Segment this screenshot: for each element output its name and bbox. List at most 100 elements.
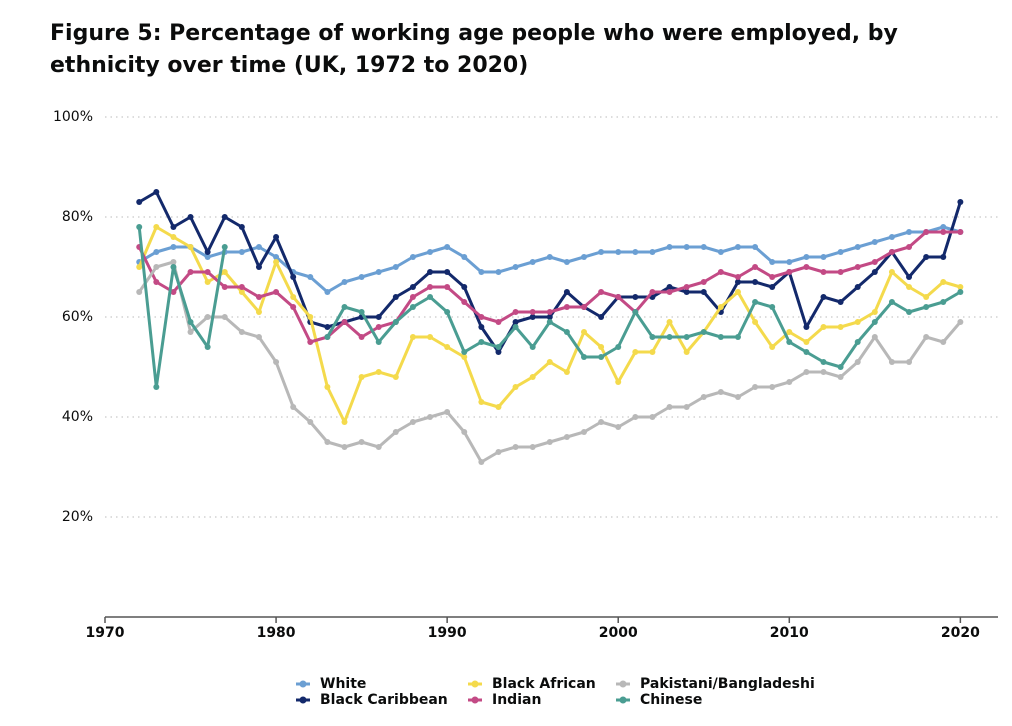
data-point	[187, 269, 194, 275]
data-point	[392, 319, 399, 325]
data-point	[734, 289, 741, 295]
data-point	[153, 249, 160, 255]
data-point	[598, 354, 605, 360]
y-tick-label: 40%	[62, 409, 93, 425]
data-point	[769, 274, 776, 280]
data-point	[683, 244, 690, 250]
data-point	[461, 254, 468, 260]
data-point	[871, 319, 878, 325]
data-point	[495, 404, 502, 410]
data-point	[581, 329, 588, 335]
data-point	[478, 459, 485, 465]
data-point	[632, 414, 639, 420]
data-point	[888, 299, 895, 305]
data-point	[940, 279, 947, 285]
data-point	[136, 289, 143, 295]
data-point	[734, 394, 741, 400]
data-point	[854, 284, 861, 290]
data-point	[581, 304, 588, 310]
data-point	[495, 269, 502, 275]
data-point	[820, 269, 827, 275]
data-point	[392, 429, 399, 435]
data-point	[255, 244, 262, 250]
data-point	[666, 404, 673, 410]
data-point	[529, 374, 536, 380]
data-point	[786, 269, 793, 275]
data-point	[734, 334, 741, 340]
data-point	[563, 329, 570, 335]
data-point	[906, 284, 913, 290]
data-point	[204, 314, 211, 320]
data-point	[290, 404, 297, 410]
data-point	[427, 414, 434, 420]
data-point	[375, 444, 382, 450]
data-point	[153, 224, 160, 230]
x-tick-label: 2010	[770, 625, 809, 641]
legend-dot	[619, 696, 627, 704]
data-point	[461, 349, 468, 355]
y-tick-label: 80%	[62, 209, 93, 225]
data-point	[837, 364, 844, 370]
data-point	[546, 319, 553, 325]
data-point	[871, 239, 878, 245]
data-point	[581, 354, 588, 360]
data-point	[307, 419, 314, 425]
data-point	[940, 299, 947, 305]
data-point	[717, 334, 724, 340]
data-point	[837, 249, 844, 255]
x-tick-label: 1980	[257, 625, 296, 641]
data-point	[666, 334, 673, 340]
data-point	[427, 269, 434, 275]
data-point	[392, 264, 399, 270]
data-point	[888, 249, 895, 255]
data-point	[546, 359, 553, 365]
data-point	[290, 274, 297, 280]
y-tick-label: 60%	[62, 309, 93, 325]
data-point	[529, 444, 536, 450]
data-point	[495, 319, 502, 325]
data-point	[820, 294, 827, 300]
legend-label: Black Caribbean	[320, 692, 448, 708]
data-point	[409, 304, 416, 310]
data-point	[187, 319, 194, 325]
data-point	[683, 334, 690, 340]
data-point	[546, 254, 553, 260]
data-point	[273, 289, 280, 295]
legend-dot	[299, 696, 307, 704]
data-point	[871, 309, 878, 315]
x-tick-label: 2000	[599, 625, 638, 641]
data-point	[290, 304, 297, 310]
data-point	[615, 294, 622, 300]
data-point	[820, 254, 827, 260]
data-point	[170, 264, 177, 270]
data-point	[478, 339, 485, 345]
data-point	[940, 339, 947, 345]
data-point	[324, 324, 331, 330]
data-point	[923, 254, 930, 260]
data-point	[427, 334, 434, 340]
data-point	[495, 344, 502, 350]
data-point	[734, 244, 741, 250]
data-point	[906, 244, 913, 250]
data-point	[307, 314, 314, 320]
data-point	[444, 244, 451, 250]
data-point	[717, 269, 724, 275]
data-point	[871, 269, 878, 275]
data-point	[888, 234, 895, 240]
data-point	[803, 254, 810, 260]
legend-label: Indian	[492, 692, 541, 708]
data-point	[906, 229, 913, 235]
data-point	[786, 329, 793, 335]
data-point	[837, 299, 844, 305]
data-point	[255, 334, 262, 340]
data-point	[803, 324, 810, 330]
data-point	[392, 374, 399, 380]
data-point	[204, 249, 211, 255]
data-point	[871, 259, 878, 265]
data-point	[170, 244, 177, 250]
data-point	[957, 199, 964, 205]
data-point	[563, 369, 570, 375]
data-point	[598, 344, 605, 350]
data-point	[769, 384, 776, 390]
